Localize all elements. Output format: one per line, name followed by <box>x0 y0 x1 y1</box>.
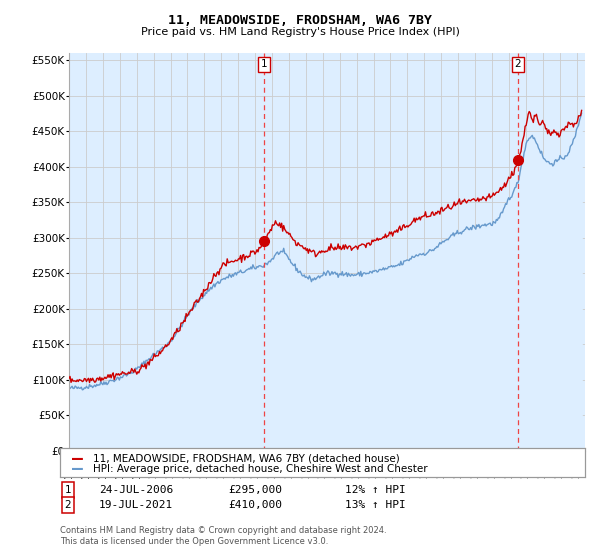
Text: 11, MEADOWSIDE, FRODSHAM, WA6 7BY: 11, MEADOWSIDE, FRODSHAM, WA6 7BY <box>168 14 432 27</box>
Text: £295,000: £295,000 <box>228 485 282 495</box>
Text: 2: 2 <box>64 500 71 510</box>
Text: 24-JUL-2006: 24-JUL-2006 <box>99 485 173 495</box>
Text: 11, MEADOWSIDE, FRODSHAM, WA6 7BY (detached house): 11, MEADOWSIDE, FRODSHAM, WA6 7BY (detac… <box>93 454 400 464</box>
Text: 1: 1 <box>261 59 268 69</box>
Text: Contains HM Land Registry data © Crown copyright and database right 2024.
This d: Contains HM Land Registry data © Crown c… <box>60 526 386 546</box>
Text: HPI: Average price, detached house, Cheshire West and Chester: HPI: Average price, detached house, Ches… <box>93 464 428 474</box>
Text: 13% ↑ HPI: 13% ↑ HPI <box>345 500 406 510</box>
Text: —: — <box>72 450 83 468</box>
Text: 1: 1 <box>64 485 71 495</box>
Text: —: — <box>72 460 83 478</box>
Text: 19-JUL-2021: 19-JUL-2021 <box>99 500 173 510</box>
Text: 2: 2 <box>515 59 521 69</box>
Text: Price paid vs. HM Land Registry's House Price Index (HPI): Price paid vs. HM Land Registry's House … <box>140 27 460 37</box>
Text: £410,000: £410,000 <box>228 500 282 510</box>
Text: 12% ↑ HPI: 12% ↑ HPI <box>345 485 406 495</box>
